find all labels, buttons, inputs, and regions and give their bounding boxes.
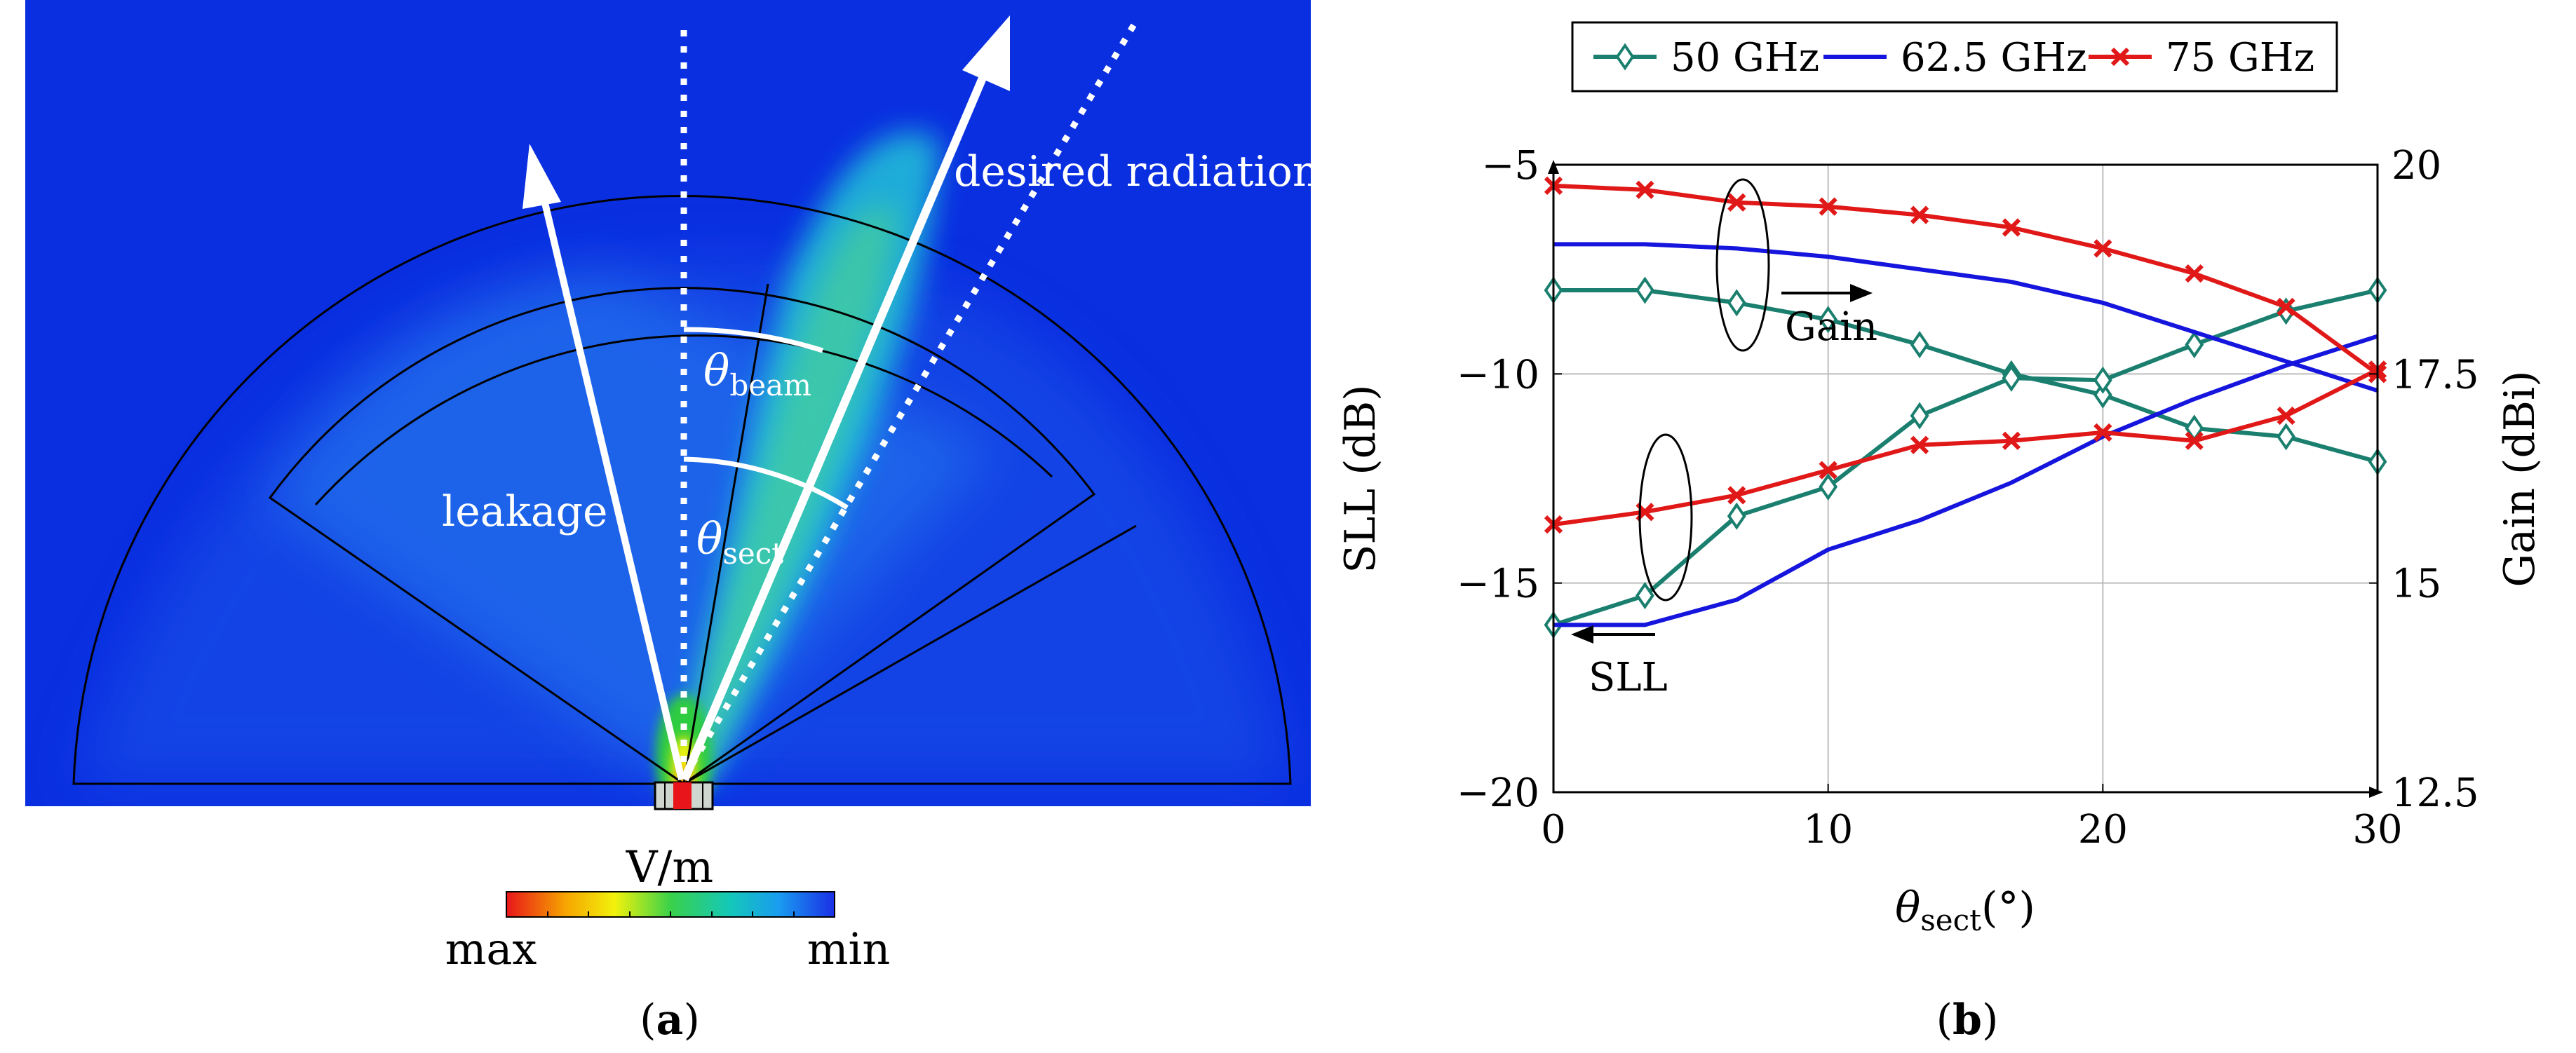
sll-annotation: SLL: [1571, 433, 1693, 700]
desired-radiation-arrow: [680, 15, 1010, 782]
theta-sect-arc: [683, 456, 849, 510]
legend: 50 GHz 62.5 GHz 75 GHz: [1571, 21, 2338, 93]
series-line-50ghz-sll: [1553, 288, 2378, 627]
ticks: 0 10 20 30 −20 −15 −10 −5 12.5 15 17.5 20: [1457, 143, 2479, 852]
legend-entry: 50 GHz: [1593, 35, 1819, 81]
panel-a-field-plot: leakage desired radiation θbeam θsect V/…: [25, 0, 1319, 1045]
legend-entry: 75 GHz: [2089, 35, 2314, 81]
y-right-tick-label: 17.5: [2392, 352, 2479, 398]
panel-b-chart: 50 GHz 62.5 GHz 75 GHz 0 10 20 30 −20 −15 −10 −5 1…: [1319, 0, 2576, 1053]
y-axis-left-title: SLL (dB): [1336, 384, 1385, 573]
leakage-arrow: [522, 144, 685, 781]
y-left-tick-label: −20: [1457, 770, 1539, 816]
data-point-50ghz-gain: [1635, 276, 1654, 304]
y-right-tick-label: 20: [2392, 143, 2441, 189]
feed-port: [654, 781, 714, 810]
theta-sect-label: θsect: [696, 513, 783, 571]
y-left-tick-label: −5: [1481, 143, 1539, 189]
field-intensity: [77, 132, 1290, 806]
data-point-50ghz-sll: [2185, 331, 2204, 359]
theta-beam-arc: [683, 327, 824, 353]
geometry-outline: [72, 195, 1292, 785]
series-line-50ghz-gain: [1553, 288, 2378, 464]
data-point-50ghz-sll: [1635, 582, 1654, 610]
y-right-tick-label: 12.5: [2392, 770, 2479, 816]
x-axis-title: θsect(°): [1895, 883, 2035, 937]
theta-beam-label: θbeam: [703, 345, 811, 402]
sll-annotation-label: SLL: [1589, 655, 1668, 700]
desired-radiation-label: desired radiation: [954, 147, 1319, 196]
colorbar-min-label: min: [807, 923, 891, 974]
legend-marker: [1615, 43, 1635, 71]
x-tick-label: 20: [2078, 807, 2128, 852]
data-point-75ghz-gain: [1636, 180, 1654, 199]
data-point-50ghz-gain: [2093, 381, 2112, 409]
inner-arc: [314, 334, 1053, 506]
data-point-50ghz-sll: [2002, 364, 2021, 392]
plot-frame: [1552, 163, 2379, 794]
left-axis-arrowhead: [1548, 160, 1559, 174]
right-axis-arrowhead: [2369, 787, 2383, 798]
outer-semicircle: [72, 195, 1292, 785]
legend-box: [1571, 21, 2338, 93]
data-point-75ghz-gain: [1727, 193, 1746, 212]
legend-marker: [2110, 47, 2130, 67]
ideal-direction-dotted-line: [681, 19, 1139, 780]
data-point-75ghz-sll: [2002, 431, 2021, 450]
legend-entry: 62.5 GHz: [1823, 35, 2087, 81]
series-layer: [1544, 176, 2387, 639]
x-tick-label: 30: [2352, 807, 2402, 852]
y-axis-right-title: Gain (dBi): [2495, 370, 2544, 587]
data-point-75ghz-sll: [2277, 406, 2295, 426]
y-right-tick-label: 15: [2392, 562, 2441, 607]
colorbar-max-label: max: [445, 923, 537, 974]
data-point-75ghz-sll: [1910, 435, 1929, 454]
legend-label: 62.5 GHz: [1901, 35, 2087, 81]
data-point-75ghz-gain: [1819, 197, 1837, 216]
data-point-50ghz-sll: [2093, 366, 2112, 394]
y-left-tick-label: −15: [1457, 562, 1539, 607]
caption-a: (a): [640, 996, 700, 1045]
leakage-label: leakage: [442, 487, 608, 536]
data-point-75ghz-gain: [2093, 239, 2112, 258]
caption-b: (b): [1936, 996, 1999, 1045]
series-line-62.5ghz-sll: [1553, 334, 2378, 627]
data-point-75ghz-gain: [2277, 297, 2295, 316]
sector-horn: [268, 287, 1096, 785]
data-point-50ghz-gain: [1727, 289, 1746, 317]
data-point-75ghz-sll: [1819, 461, 1837, 480]
series-line-62.5ghz-gain: [1553, 242, 2378, 393]
data-point-75ghz-gain: [2002, 218, 2021, 237]
colorbar-unit: V/m: [626, 841, 713, 892]
data-point-50ghz-gain: [1910, 331, 1929, 359]
gain-annotation: Gain: [1715, 178, 1877, 352]
data-point-50ghz-gain: [2277, 423, 2296, 451]
sll-ellipse: [1638, 433, 1693, 602]
y-left-tick-label: −10: [1457, 352, 1539, 398]
gain-ellipse: [1715, 178, 1770, 352]
data-point-75ghz-sll: [2185, 431, 2204, 450]
data-point-75ghz-sll: [2093, 423, 2112, 442]
data-point-50ghz-sll: [1727, 502, 1746, 530]
data-point-75ghz-gain: [2185, 264, 2204, 283]
data-point-75ghz-sll: [1727, 486, 1746, 505]
data-point-50ghz-sll: [1819, 473, 1838, 501]
data-point-75ghz-gain: [1910, 205, 1929, 224]
x-tick-label: 0: [1541, 807, 1566, 852]
data-point-50ghz-gain: [1819, 306, 1838, 334]
legend-label: 75 GHz: [2166, 35, 2314, 81]
gain-annotation-label: Gain: [1785, 304, 1877, 350]
colorbar-ticks: [547, 911, 795, 917]
series-line-75ghz-gain: [1553, 183, 2379, 376]
x-tick-label: 10: [1803, 807, 1853, 852]
data-point-50ghz-sll: [1910, 402, 1929, 430]
grid: [1553, 164, 2378, 793]
legend-label: 50 GHz: [1671, 35, 1819, 81]
